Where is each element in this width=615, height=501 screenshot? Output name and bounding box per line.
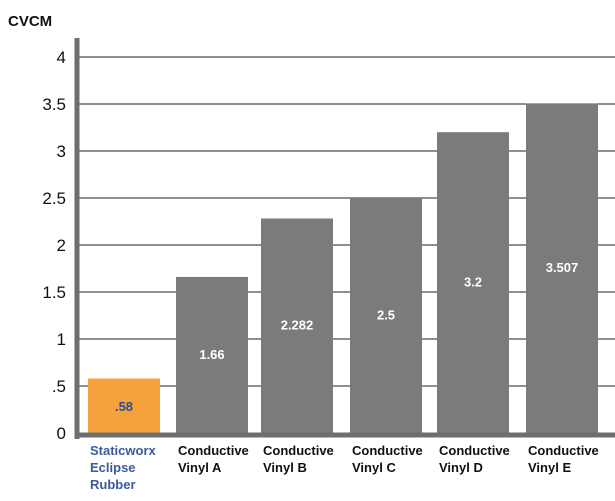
bar [350,198,422,433]
category-label: Conductive Vinyl D [439,443,510,475]
category-label: Staticworx Eclipse Rubber [90,443,157,492]
category-label-line: Vinyl A [178,460,222,475]
category-label-line: Vinyl D [439,460,483,475]
category-label-line: Conductive [352,443,423,458]
category-label-line: Conductive [439,443,510,458]
data-label: .58 [115,399,133,414]
y-tick-label: 0 [57,424,66,443]
data-label: 3.2 [464,275,482,290]
category-label-line: Conductive [178,443,249,458]
data-label: 2.282 [281,318,314,333]
category-label-line: Eclipse [90,460,136,475]
category-label-line: Rubber [90,477,136,492]
bars: .58 1.66 2.282 2.5 3.2 3.507 [88,103,598,433]
y-tick-label: 2.5 [42,189,66,208]
category-label-line: Conductive [263,443,334,458]
y-tick-label: 2 [57,236,66,255]
category-label: Conductive Vinyl C [352,443,423,475]
category-label-line: Vinyl E [528,460,571,475]
bar [261,218,333,433]
category-label-line: Conductive [528,443,599,458]
axes [74,38,615,439]
y-axis-label: CVCM [8,13,52,30]
category-label: Conductive Vinyl B [263,443,334,475]
data-label: 3.507 [546,260,579,275]
category-label: Conductive Vinyl A [178,443,249,475]
y-tick-label: 3 [57,142,66,161]
y-tick-label: .5 [52,377,66,396]
category-label-line: Vinyl C [352,460,396,475]
y-tick-label: 3.5 [42,95,66,114]
category-label-line: Vinyl B [263,460,307,475]
bar [526,103,598,433]
y-tick-label: 1 [57,330,66,349]
category-labels: Staticworx Eclipse Rubber Conductive Vinyl A… [90,443,599,492]
y-tick-label: 4 [57,48,66,67]
category-label: Conductive Vinyl E [528,443,599,475]
bar [88,378,160,433]
y-tick-label: 1.5 [42,283,66,302]
category-label-line: Staticworx [90,443,157,458]
bar [437,132,509,433]
y-tick-labels: 0 .5 1 1.5 2 2.5 3 3.5 4 [42,48,66,443]
gridlines [77,56,615,387]
data-label: 1.66 [199,347,224,362]
data-label: 2.5 [377,308,395,323]
bar [176,276,248,433]
